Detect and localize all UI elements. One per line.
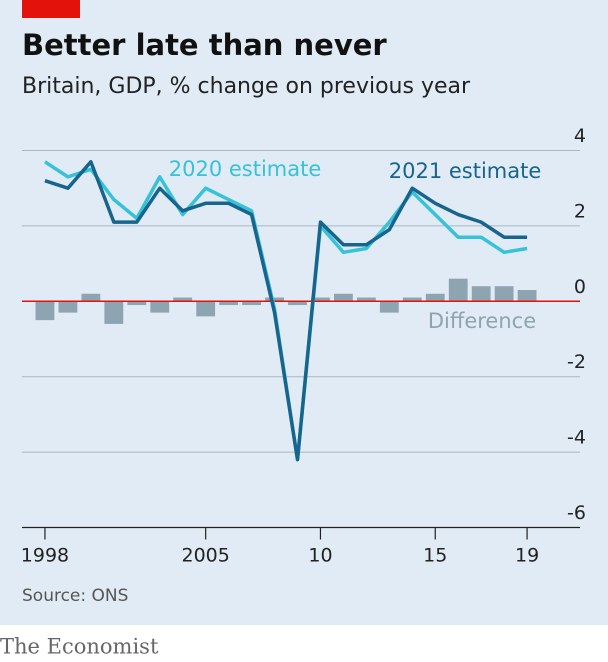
- bar: [127, 301, 147, 306]
- bar: [173, 297, 193, 302]
- bar: [471, 286, 491, 302]
- bar: [35, 301, 55, 321]
- bar: [265, 297, 284, 302]
- x-tick-label: 10: [308, 545, 332, 567]
- bar: [425, 293, 445, 302]
- y-tick-label: 0: [574, 276, 586, 298]
- y-tick-label: -4: [567, 427, 586, 449]
- bar: [288, 301, 307, 306]
- y-tick-label: 2: [574, 200, 586, 222]
- line: [44, 160, 528, 462]
- bar: [196, 301, 216, 317]
- bar: [311, 297, 330, 302]
- bar: [379, 301, 399, 313]
- y-tick-label: 4: [574, 125, 586, 147]
- x-tick-label: 2005: [181, 545, 229, 567]
- bar: [517, 289, 537, 302]
- y-tick-label: -2: [567, 351, 586, 373]
- y-tick-label: -6: [567, 502, 586, 524]
- background: [0, 0, 608, 625]
- bar: [219, 301, 239, 306]
- bar: [448, 278, 468, 302]
- x-tick-label: 19: [515, 545, 539, 567]
- source: Source: ONS: [22, 586, 128, 606]
- bar: [356, 297, 376, 302]
- bar: [81, 293, 101, 302]
- brand: The Economist: [0, 635, 159, 659]
- series-label: Difference: [428, 309, 536, 333]
- brand-tag: [22, 0, 80, 18]
- bar: [494, 286, 514, 302]
- series-label: 2020 estimate: [169, 157, 322, 181]
- x-tick-label: 1998: [21, 545, 69, 567]
- bar: [402, 297, 422, 302]
- chart-subtitle: Britain, GDP, % change on previous year: [22, 74, 471, 99]
- bar: [58, 301, 78, 313]
- x-tick-label: 15: [423, 545, 447, 567]
- bar: [150, 301, 170, 313]
- chart-title: Better late than never: [22, 28, 387, 62]
- series-label: 2021 estimate: [389, 159, 542, 183]
- bar: [242, 301, 261, 306]
- bar: [334, 293, 353, 302]
- bar: [104, 301, 124, 324]
